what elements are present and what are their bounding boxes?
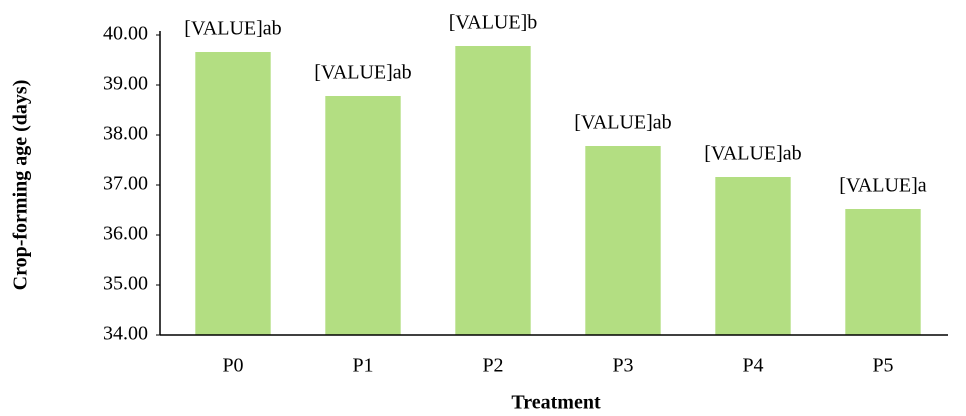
bar — [325, 96, 401, 335]
bar — [455, 46, 531, 335]
data-label: [VALUE]ab — [184, 18, 281, 40]
data-label: [VALUE]b — [449, 12, 538, 34]
y-tick-label: 39.00 — [103, 73, 148, 95]
data-label: [VALUE]ab — [704, 143, 801, 165]
y-axis-title: Crop-forming age (days) — [10, 80, 32, 291]
bar — [845, 209, 921, 335]
x-tick-label: P4 — [742, 355, 763, 377]
x-tick-label: P3 — [612, 355, 633, 377]
bar — [585, 146, 661, 335]
x-tick-label: P0 — [222, 355, 243, 377]
x-tick-label: P2 — [482, 355, 503, 377]
x-axis-title: Treatment — [511, 392, 601, 414]
y-tick-label: 35.00 — [103, 273, 148, 295]
x-tick-label: P1 — [352, 355, 373, 377]
y-tick-label: 38.00 — [103, 123, 148, 145]
bar — [715, 177, 791, 335]
y-tick-label: 37.00 — [103, 173, 148, 195]
data-label: [VALUE]ab — [314, 62, 411, 84]
y-tick-label: 34.00 — [103, 323, 148, 345]
y-tick-label: 40.00 — [103, 23, 148, 45]
bar — [195, 52, 271, 335]
y-tick-label: 36.00 — [103, 223, 148, 245]
data-label: [VALUE]ab — [574, 112, 671, 134]
x-tick-label: P5 — [872, 355, 893, 377]
data-label: [VALUE]a — [839, 175, 927, 197]
